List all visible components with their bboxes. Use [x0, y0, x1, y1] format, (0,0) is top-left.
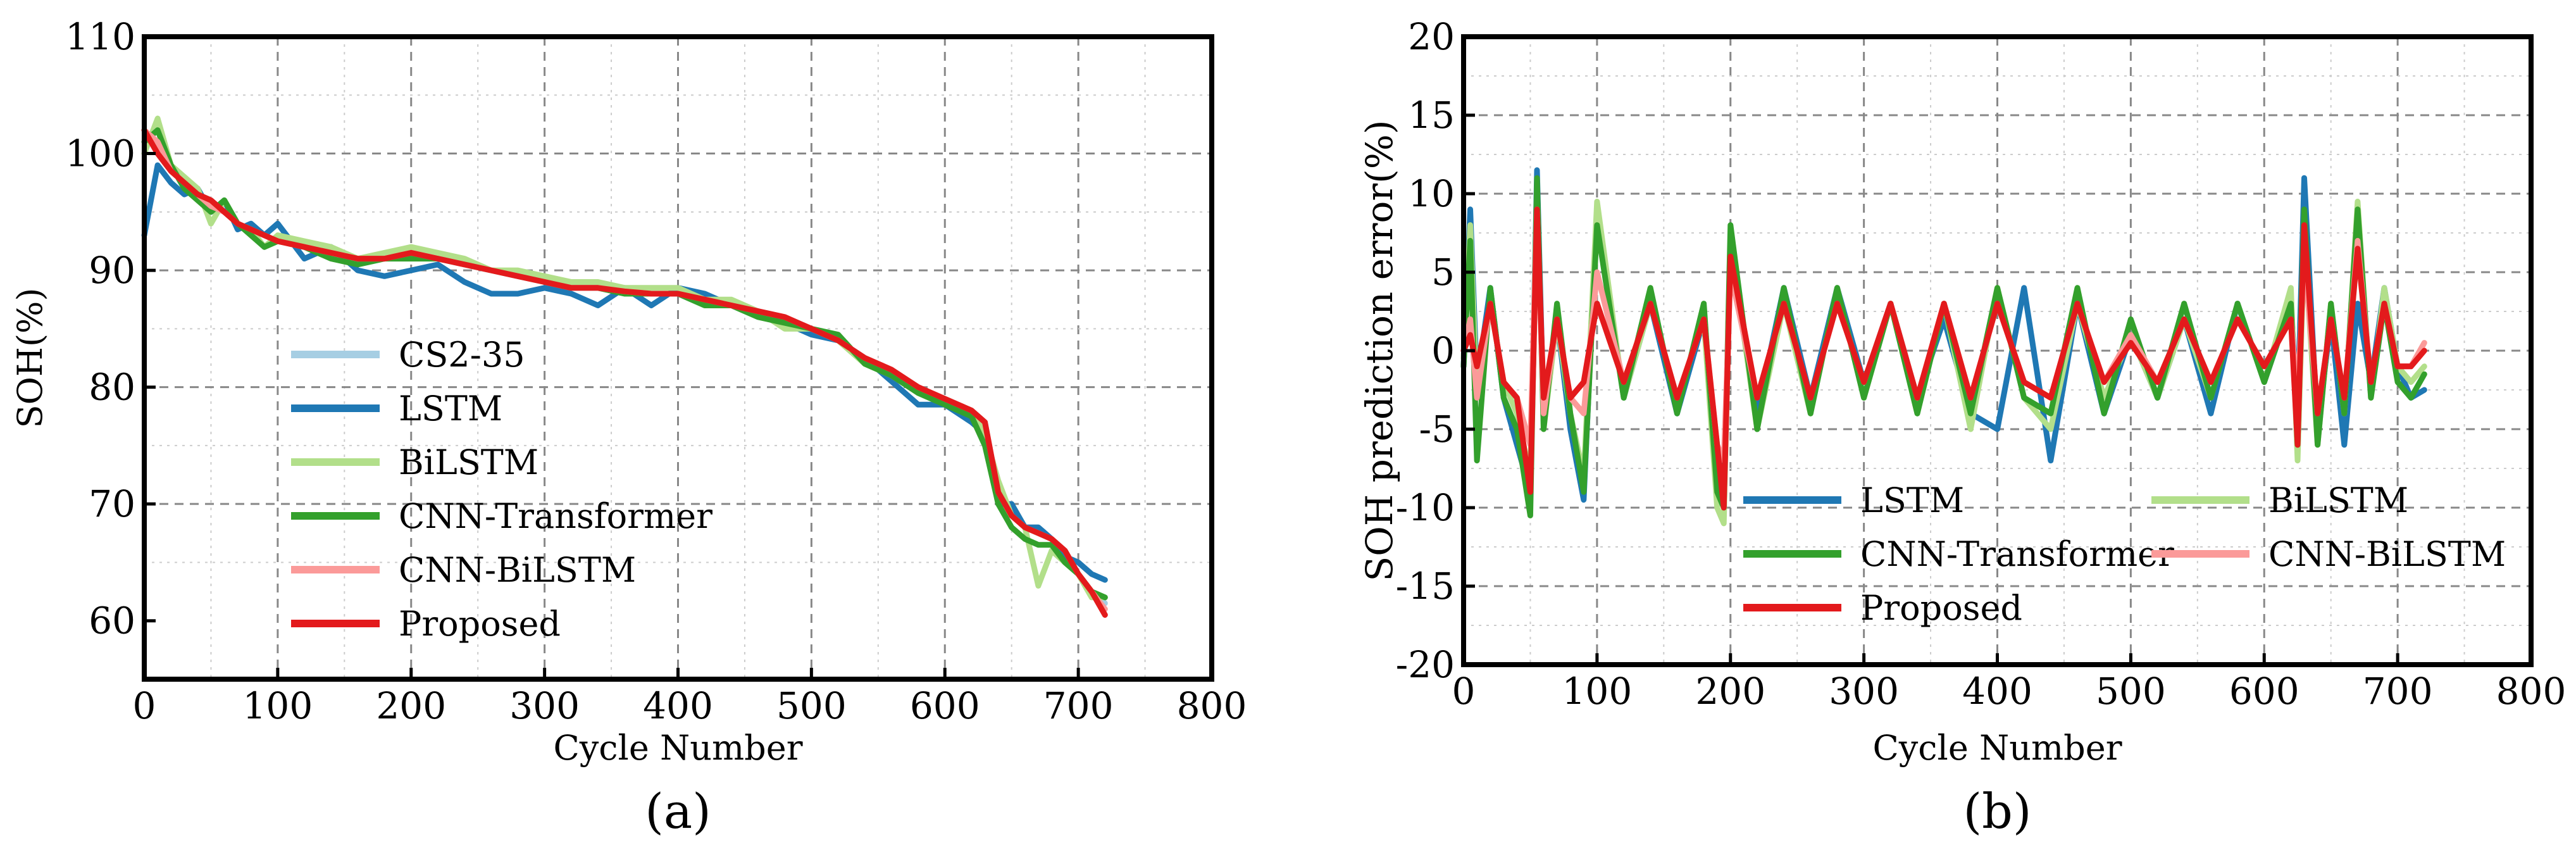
x-tick-label: 700 — [1043, 684, 1114, 727]
panel-b-x-axis-label: Cycle Number — [1872, 728, 2122, 768]
series-line-cnn-transformer — [1460, 175, 2427, 518]
legend-label: Proposed — [1860, 588, 2022, 628]
x-tick-label: 200 — [1695, 670, 1765, 713]
x-tick-label: 800 — [2496, 670, 2567, 713]
legend-label: CS2-35 — [399, 335, 525, 375]
panel-b-series — [1460, 167, 2427, 527]
x-tick-label: 500 — [2096, 670, 2166, 713]
y-tick-label: 10 — [1408, 172, 1455, 215]
panel-b-error-chart: 0 100 200 300 400 500 600 700 800 -20 -15 -10 -5 0 5 10… — [1358, 15, 2566, 839]
x-tick-label: 400 — [1962, 670, 2032, 713]
x-tick-label: 300 — [509, 684, 580, 727]
y-tick-label: -20 — [1396, 643, 1455, 686]
y-tick-label: 90 — [89, 249, 135, 292]
legend-label: LSTM — [399, 389, 502, 429]
y-tick-label: 20 — [1408, 15, 1455, 58]
y-tick-label: 0 — [1431, 329, 1455, 372]
y-tick-label: 80 — [89, 366, 135, 409]
panel-b-ticks: 0 100 200 300 400 500 600 700 800 -20 -15 -10 -5 0 5 10… — [1396, 15, 2567, 713]
x-tick-label: 600 — [910, 684, 980, 727]
legend-label: CNN-BiLSTM — [2268, 534, 2506, 574]
legend-label: CNN-Transformer — [1860, 534, 2174, 574]
x-tick-label: 600 — [2229, 670, 2299, 713]
panel-a-label: (a) — [645, 783, 711, 839]
panel-b-label: (b) — [1963, 783, 2032, 839]
y-tick-label: 70 — [89, 482, 135, 525]
panel-a-soh-chart: 0 100 200 300 400 500 600 700 80060708090100110 … — [10, 15, 1247, 839]
series-line-cnn-bilstm — [141, 127, 1108, 612]
x-tick-label: 700 — [2363, 670, 2433, 713]
x-tick-label: 100 — [1562, 670, 1633, 713]
series-line-proposed — [141, 127, 1108, 618]
series-line-bilstm — [1460, 183, 2427, 527]
y-tick-label: 15 — [1408, 94, 1455, 137]
y-tick-label: 110 — [65, 15, 135, 58]
panel-b-y-axis-label: SOH prediction error(%) — [1358, 120, 1401, 582]
legend-label: CNN-BiLSTM — [399, 550, 636, 590]
x-tick-label: 0 — [1452, 670, 1476, 713]
panel-b-legend: LSTM BiLSTM CNN-Transformer CNN-BiLSTM Propo… — [1743, 480, 2506, 628]
panel-a-legend: CS2-35 LSTM BiLSTM CNN-Transformer CNN-BiLST… — [291, 335, 712, 644]
legend-label: LSTM — [1860, 480, 1964, 520]
y-tick-label: -15 — [1396, 565, 1455, 608]
y-tick-label: 100 — [65, 132, 135, 175]
x-tick-label: 500 — [776, 684, 847, 727]
y-tick-label: -5 — [1419, 408, 1455, 451]
panel-a-y-axis-label: SOH(%) — [10, 288, 50, 429]
y-tick-label: 60 — [89, 599, 135, 642]
legend-label: BiLSTM — [399, 442, 538, 482]
x-tick-label: 800 — [1177, 684, 1247, 727]
legend-label: BiLSTM — [2268, 480, 2408, 520]
x-tick-label: 100 — [243, 684, 313, 727]
series-line-proposed — [1460, 206, 2427, 511]
panel-a-ticks: 0 100 200 300 400 500 600 700 800 60 70 80 90 100 110 — [65, 15, 1247, 727]
y-tick-label: -10 — [1396, 486, 1455, 529]
legend-label: Proposed — [399, 604, 561, 644]
panel-a-series — [141, 115, 1108, 618]
y-tick-label: 5 — [1431, 251, 1455, 294]
x-tick-label: 400 — [643, 684, 713, 727]
panel-a-x-axis-label: Cycle Number — [553, 728, 802, 768]
x-tick-label: 0 — [133, 684, 156, 727]
x-tick-label: 200 — [376, 684, 446, 727]
x-tick-label: 300 — [1829, 670, 1899, 713]
legend-label: CNN-Transformer — [399, 496, 712, 536]
